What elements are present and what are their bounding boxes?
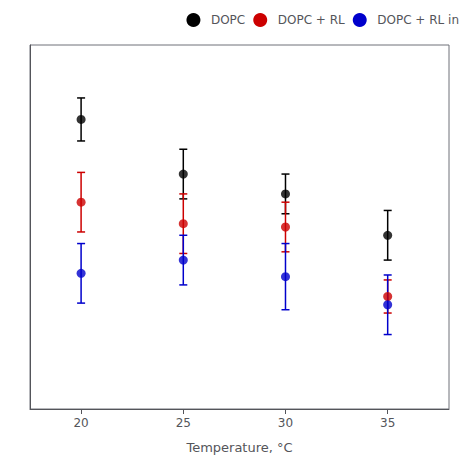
svg-text:Temperature, °C: Temperature, °C — [185, 440, 292, 455]
svg-text:DOPC: DOPC — [211, 13, 245, 27]
svg-text:35: 35 — [380, 416, 395, 430]
svg-text:DOPC + RL in: DOPC + RL in — [377, 13, 459, 27]
svg-text:DOPC + RL: DOPC + RL — [278, 13, 345, 27]
svg-text:20: 20 — [73, 416, 88, 430]
svg-text:30: 30 — [278, 416, 293, 430]
svg-text:25: 25 — [176, 416, 191, 430]
